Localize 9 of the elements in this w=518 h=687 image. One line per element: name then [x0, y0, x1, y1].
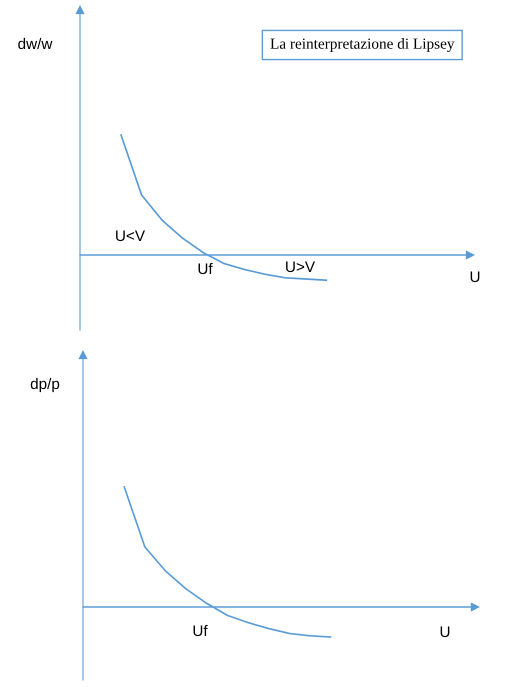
annotation: Uf: [198, 262, 213, 274]
y-axis-title: dw/w: [18, 38, 52, 50]
chart-title: La reinterpretazione di Lipsey: [270, 38, 454, 52]
annotation: U>V: [286, 261, 316, 272]
x-axis-title: U: [470, 271, 480, 282]
x-axis-title: U: [440, 626, 450, 638]
y-axis-title: dp/p: [30, 378, 60, 392]
annotation: U<V: [116, 230, 146, 242]
annotation: Uf: [194, 624, 208, 636]
